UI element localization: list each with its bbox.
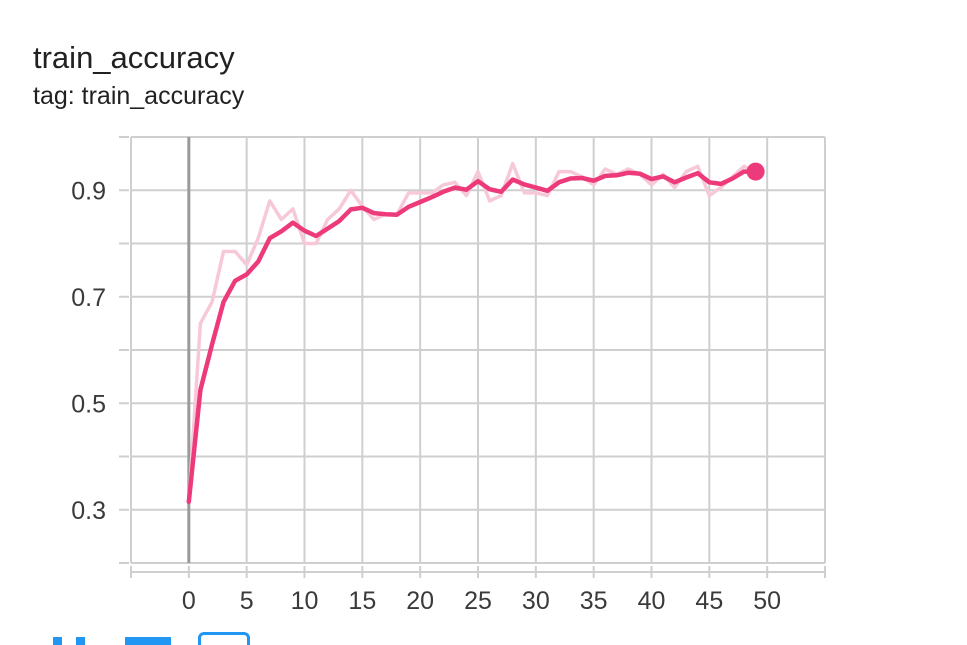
- series-smoothed-line: [186, 169, 758, 505]
- x-tick-label: 30: [522, 587, 550, 615]
- chart-title: train_accuracy: [33, 40, 235, 75]
- tick-labels: 0 5 10 15 20 25 30 35 40 45 50 0.3 0.5 0.7 0.9: [71, 177, 781, 615]
- chart-tag-label: tag: train_accuracy: [33, 82, 245, 110]
- x-tick-label: 10: [291, 587, 319, 615]
- grid: [130, 136, 826, 564]
- x-tick-label: 0: [182, 587, 196, 615]
- y-tick-label: 0.7: [71, 284, 106, 312]
- axes: [119, 136, 826, 578]
- chart-toolbar: [50, 632, 270, 645]
- data-download-icon[interactable]: [125, 637, 171, 645]
- x-tick-label: 35: [580, 587, 608, 615]
- x-tick-label: 20: [406, 587, 434, 615]
- last-value-marker: [746, 162, 765, 181]
- x-tick-label: 50: [753, 587, 781, 615]
- x-tick-label: 45: [695, 587, 723, 615]
- x-tick-label: 40: [638, 587, 666, 615]
- x-tick-label: 15: [348, 587, 376, 615]
- y-tick-label: 0.5: [71, 390, 106, 418]
- fit-domain-icon[interactable]: [198, 632, 250, 645]
- y-tick-label: 0.3: [71, 497, 106, 525]
- x-tick-label: 25: [464, 587, 492, 615]
- series: [186, 161, 765, 505]
- series-raw-line: [187, 161, 758, 504]
- fullscreen-icon[interactable]: [50, 632, 92, 645]
- x-tick-label: 5: [240, 587, 254, 615]
- y-tick-label: 0.9: [71, 177, 106, 205]
